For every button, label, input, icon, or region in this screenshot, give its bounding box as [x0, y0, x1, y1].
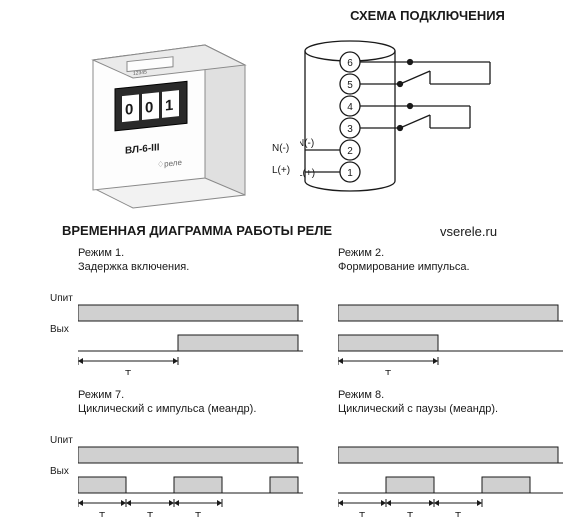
timing-svg: TTT — [78, 417, 308, 517]
mode-desc: Циклический с импульса (меандр). — [78, 402, 308, 416]
marker-T: T — [195, 511, 201, 517]
timing-diagram-title: ВРЕМЕННАЯ ДИАГРАММА РАБОТЫ РЕЛЕ — [62, 223, 332, 238]
display-digit-3: 1 — [165, 97, 173, 115]
label-neutral: N(-) — [300, 138, 314, 149]
mode-block-2: Режим 2.Формирование импульса. T — [338, 246, 568, 380]
schema-svg: 6 5 4 3 2 1 — [300, 31, 555, 211]
marker-T: T — [385, 369, 391, 375]
marker-T: T — [125, 369, 131, 375]
marker-T: T — [147, 511, 153, 517]
row-label-power-2: Uпит — [50, 435, 73, 446]
terminal-6: 6 — [347, 58, 353, 69]
mode-block-1: Режим 1.Задержка включения. T — [78, 246, 308, 380]
terminal-2: 2 — [347, 146, 353, 157]
terminal-5: 5 — [347, 80, 353, 91]
row-label-power-1: Uпит — [50, 293, 73, 304]
mode-desc: Циклический с паузы (меандр). — [338, 402, 568, 416]
marker-T: T — [359, 511, 365, 517]
display-digit-2: 0 — [145, 99, 153, 117]
mode-name: Режим 1. — [78, 246, 308, 260]
timing-svg: T — [78, 275, 308, 375]
label-line-ext: L(+) — [272, 165, 290, 176]
mode-desc: Формирование импульса. — [338, 260, 568, 274]
mode-block-3: Режим 7.Циклический с импульса (меандр).… — [78, 388, 308, 522]
terminal-3: 3 — [347, 124, 353, 135]
marker-T: T — [407, 511, 413, 517]
label-line: L(+) — [300, 168, 315, 179]
terminal-4: 4 — [347, 102, 353, 113]
mode-name: Режим 7. — [78, 388, 308, 402]
row-label-out-2: Вых — [50, 466, 69, 477]
marker-T: T — [99, 511, 105, 517]
schema-title: СХЕМА ПОДКЛЮЧЕНИЯ — [300, 8, 555, 23]
terminal-group: 6 5 4 3 2 1 — [340, 52, 360, 182]
timing-svg: TTT — [338, 417, 568, 517]
timing-svg: T — [338, 275, 568, 375]
device-illustration: 12345 0 0 1 ВЛ-6-III ♢реле — [85, 10, 255, 210]
marker-T: T — [455, 511, 461, 517]
label-neutral-ext: N(-) — [272, 143, 289, 154]
display-digit-1: 0 — [125, 101, 133, 119]
connection-schema: СХЕМА ПОДКЛЮЧЕНИЯ 6 5 4 3 2 1 — [300, 8, 555, 216]
terminal-1: 1 — [347, 168, 353, 179]
mode-desc: Задержка включения. — [78, 260, 308, 274]
row-label-out-1: Вых — [50, 324, 69, 335]
mode-name: Режим 8. — [338, 388, 568, 402]
site-watermark: vserele.ru — [440, 224, 497, 239]
mode-name: Режим 2. — [338, 246, 568, 260]
mode-block-4: Режим 8.Циклический с паузы (меандр). T T T — [338, 388, 568, 522]
